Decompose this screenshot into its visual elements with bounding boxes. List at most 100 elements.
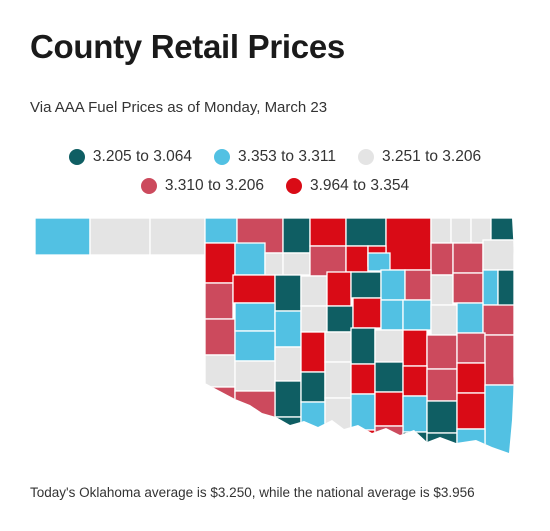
county-mcclain (324, 361, 352, 399)
county-dewey (232, 274, 276, 304)
county-rogers (430, 242, 454, 276)
county-pushmataha (456, 362, 486, 394)
county-oklahoma (326, 305, 354, 333)
county-sequoyah (482, 304, 515, 336)
county-johnston (350, 429, 376, 453)
county-muskogee (402, 299, 432, 331)
county-lincoln (352, 297, 382, 329)
county-okfuskee (374, 329, 404, 363)
county-kiowa (234, 360, 276, 392)
county-mcintosh (402, 329, 428, 367)
county-canadian (300, 305, 328, 333)
legend-item-4: 3.310 to 3.206 (140, 177, 264, 195)
legend-label-3: 3.251 to 3.206 (381, 148, 482, 165)
county-noble (309, 245, 347, 277)
county-roger-mills (204, 282, 234, 320)
county-coal (374, 391, 404, 427)
legend-label-2: 3.353 to 3.311 (238, 148, 336, 165)
chart-title: County Retail Prices (30, 28, 345, 65)
legend-swatch-1 (68, 149, 85, 165)
legend: 3.205 to 3.064 3.353 to 3.311 3.251 to 3… (0, 148, 550, 206)
legend-label-1: 3.205 to 3.064 (92, 148, 193, 165)
county-tulsa (404, 269, 432, 301)
county-mccurtain (484, 384, 515, 453)
county-greer (204, 354, 236, 388)
county-seminole (374, 361, 404, 393)
county-creek (380, 269, 406, 301)
county-tiles (35, 218, 515, 453)
county-adair-west (482, 269, 499, 306)
county-caddo (274, 346, 302, 382)
county-cimarron (35, 218, 91, 256)
county-cleveland (324, 331, 352, 363)
county-kingfisher (300, 275, 328, 307)
county-payne (350, 271, 382, 299)
county-pittsburg (426, 368, 458, 402)
county-washington (430, 218, 452, 244)
county-tulsa-west (367, 252, 391, 272)
county-garfield (282, 252, 311, 276)
county-pawnee (345, 245, 369, 273)
county-haskell (456, 302, 484, 334)
county-okmulgee (380, 299, 404, 331)
county-sequoyah-west (430, 304, 458, 336)
county-love (300, 435, 326, 453)
oklahoma-county-map (35, 218, 515, 453)
county-cherokee (452, 272, 484, 304)
county-major (264, 252, 284, 279)
legend-swatch-2 (214, 149, 231, 165)
chart-subtitle: Via AAA Fuel Prices as of Monday, March … (30, 99, 328, 116)
county-alfalfa (282, 218, 311, 254)
county-mccurtain-south (456, 428, 486, 453)
county-beckham (204, 318, 236, 356)
county-jackson (204, 422, 236, 453)
county-wagoner (430, 274, 454, 306)
county-tillman (234, 390, 276, 422)
county-garvin (350, 363, 376, 395)
county-woodward (234, 242, 266, 276)
county-carter (324, 397, 352, 433)
legend-swatch-5 (286, 178, 302, 194)
county-comanche (300, 371, 326, 403)
county-harper (204, 218, 238, 244)
legend-swatch-4 (140, 178, 157, 194)
county-pontotoc (350, 393, 376, 431)
county-ottawa (490, 218, 515, 241)
county-mayes (452, 242, 484, 274)
county-washita (234, 330, 276, 362)
county-pottawatomie (350, 327, 376, 365)
legend-swatch-3 (357, 149, 374, 165)
county-cotton (274, 416, 302, 453)
county-atoka (402, 395, 428, 433)
county-bryan-east (402, 431, 428, 453)
county-latimer (456, 332, 486, 364)
legend-item-3: 3.251 to 3.206 (357, 148, 482, 166)
county-blaine (274, 274, 302, 312)
county-nowata (450, 218, 472, 244)
county-grady (300, 331, 326, 373)
county-harmon (204, 386, 236, 424)
county-le-flore (484, 334, 515, 386)
legend-row-2: 3.310 to 3.206 3.964 to 3.354 (0, 177, 550, 195)
legend-item-5: 3.964 to 3.354 (286, 177, 409, 195)
county-choctaw (426, 400, 458, 434)
county-comanche-west (274, 380, 302, 418)
county-craig (470, 218, 492, 244)
footer-note: Today's Oklahoma average is $3.250, whil… (30, 485, 475, 500)
county-delaware (482, 239, 515, 271)
county-texas (89, 218, 151, 256)
county-mccurtain-west (456, 392, 486, 430)
county-beaver (149, 218, 206, 256)
county-pittsburg-north (426, 334, 458, 370)
county-logan (326, 271, 352, 307)
county-hughes (402, 365, 428, 397)
legend-item-1: 3.205 to 3.064 (68, 148, 193, 166)
county-ellis (204, 242, 236, 284)
county-marshall (324, 431, 352, 453)
county-jefferson (234, 420, 276, 453)
county-stephens (300, 401, 326, 437)
legend-label-4: 3.310 to 3.206 (164, 177, 264, 194)
legend-row-1: 3.205 to 3.064 3.353 to 3.311 3.251 to 3… (0, 148, 550, 166)
county-bryan (374, 425, 404, 453)
county-grant (309, 218, 347, 247)
